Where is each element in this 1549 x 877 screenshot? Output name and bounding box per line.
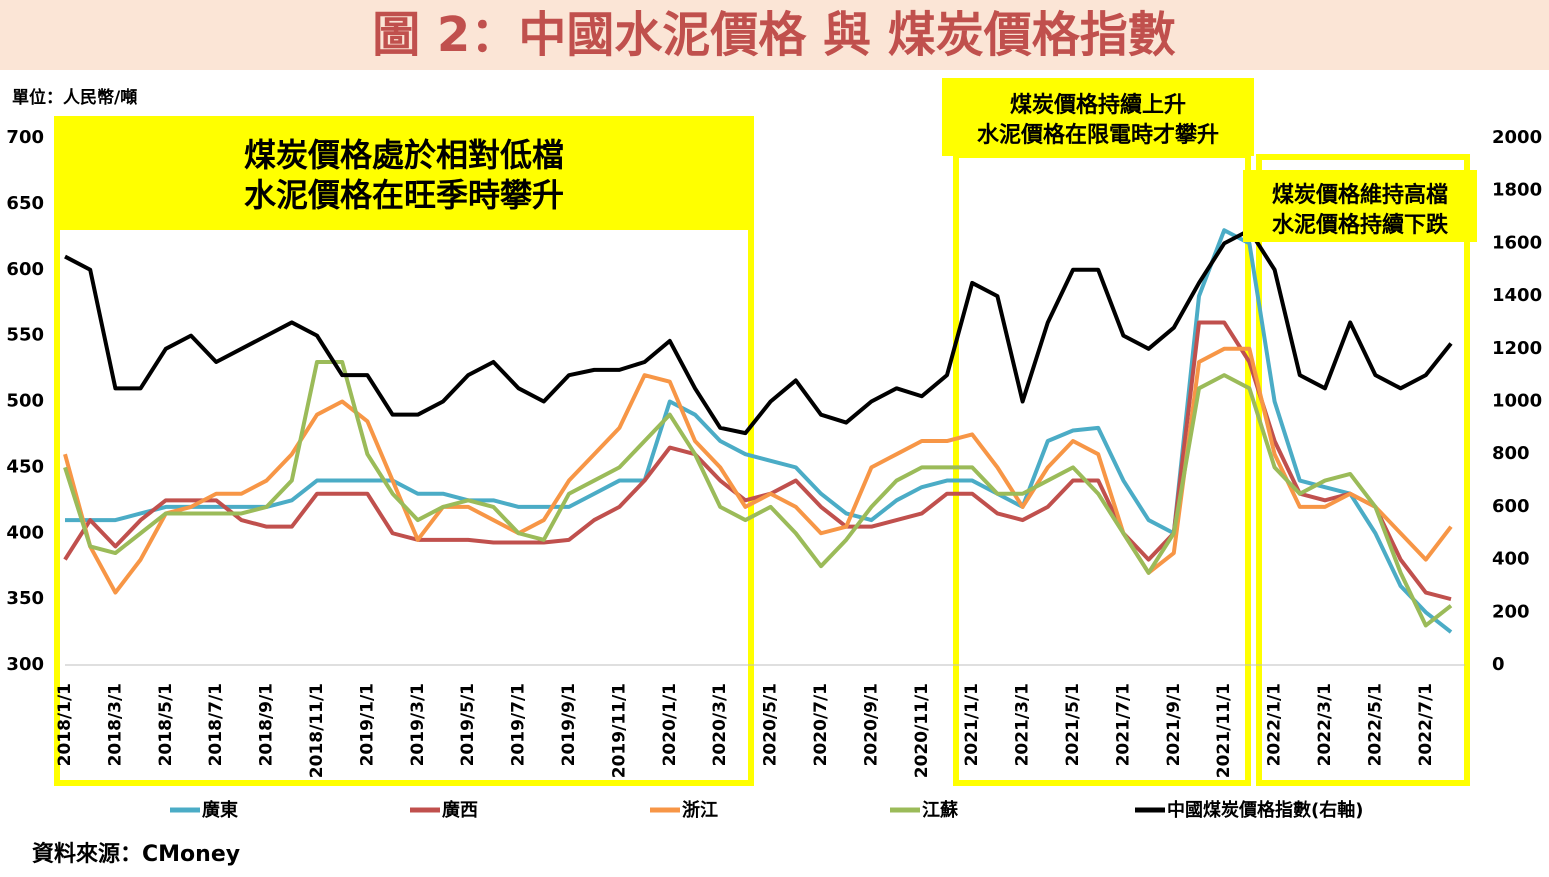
x-tick-label: 2022/7/1 [1416, 683, 1436, 766]
x-tick-label: 2018/3/1 [105, 683, 125, 766]
x-tick-label: 2020/11/1 [912, 683, 932, 778]
y2-tick-label: 2000 [1492, 127, 1542, 148]
x-tick-label: 2022/1/1 [1265, 683, 1285, 766]
x-tick-label: 2021/3/1 [1013, 683, 1033, 766]
annotation-bg [1243, 170, 1477, 242]
legend-label: 廣東 [202, 799, 238, 821]
x-tick-label: 2019/1/1 [357, 683, 377, 766]
y-tick-label: 350 [6, 588, 44, 609]
x-tick-label: 2018/5/1 [156, 683, 176, 766]
x-tick-label: 2019/11/1 [609, 683, 629, 778]
y-tick-label: 450 [6, 456, 44, 477]
annotation-text: 煤炭價格維持高檔 [1272, 182, 1448, 208]
series-line [65, 228, 1453, 634]
y2-tick-label: 1400 [1492, 285, 1542, 306]
x-tick-label: 2021/1/1 [962, 683, 982, 766]
y2-tick-label: 1600 [1492, 232, 1542, 253]
x-tick-label: 2020/1/1 [660, 683, 680, 766]
x-tick-label: 2022/5/1 [1365, 683, 1385, 766]
y-tick-label: 600 [6, 259, 44, 280]
x-tick-label: 2021/9/1 [1164, 683, 1184, 766]
x-tick-label: 2020/9/1 [861, 683, 881, 766]
x-tick-label: 2018/1/1 [55, 683, 75, 766]
annotation-text: 水泥價格在限電時才攀升 [977, 122, 1219, 148]
y2-tick-label: 1200 [1492, 338, 1542, 359]
chart-title: 圖 2：中國水泥價格 與 煤炭價格指數 [372, 7, 1176, 63]
unit-label: 單位：人民幣/噸 [12, 87, 137, 108]
y-tick-label: 650 [6, 193, 44, 214]
x-tick-label: 2019/7/1 [509, 683, 529, 766]
x-tick-label: 2020/7/1 [811, 683, 831, 766]
annotation-text: 煤炭價格處於相對低檔 [244, 136, 564, 174]
x-tick-label: 2020/3/1 [710, 683, 730, 766]
y-tick-label: 550 [6, 325, 44, 346]
x-tick-label: 2018/7/1 [206, 683, 226, 766]
source: 資料來源：CMoney [32, 841, 240, 867]
series-line [63, 359, 1453, 628]
x-tick-label: 2018/11/1 [307, 683, 327, 778]
x-tick-label: 2019/9/1 [559, 683, 579, 766]
y2-tick-label: 0 [1492, 654, 1505, 675]
y-tick-label: 500 [6, 391, 44, 412]
x-tick-label: 2022/3/1 [1315, 683, 1335, 766]
x-tick-label: 2021/5/1 [1063, 683, 1083, 766]
annotation-bg [57, 119, 751, 230]
annotation-text: 水泥價格在旺季時攀升 [244, 176, 564, 214]
annotation-bg [942, 78, 1254, 156]
legend-label: 浙江 [682, 799, 718, 821]
y2-tick-label: 1800 [1492, 180, 1542, 201]
x-tick-label: 2019/3/1 [408, 683, 428, 766]
y-tick-label: 300 [6, 654, 44, 675]
x-tick-label: 2020/5/1 [761, 683, 781, 766]
annotation-text: 水泥價格持續下跌 [1272, 212, 1449, 238]
x-tick-label: 2021/11/1 [1214, 683, 1234, 778]
title-band [0, 0, 1549, 70]
box-frame [1256, 154, 1470, 786]
series-line [64, 228, 1453, 436]
x-tick-label: 2021/7/1 [1113, 683, 1133, 766]
y2-tick-label: 1000 [1492, 391, 1542, 412]
series-line [63, 320, 1452, 602]
series-line [63, 346, 1453, 595]
y2-tick-label: 400 [1492, 549, 1530, 570]
y2-tick-label: 800 [1492, 443, 1530, 464]
y2-tick-label: 200 [1492, 601, 1530, 622]
legend-label: 廣西 [442, 799, 478, 821]
legend-label: 江蘇 [922, 799, 958, 821]
y-tick-label: 700 [6, 127, 44, 148]
y2-tick-label: 600 [1492, 496, 1530, 517]
x-tick-label: 2018/9/1 [257, 683, 277, 766]
y-tick-label: 400 [6, 522, 44, 543]
annotation-text: 煤炭價格持續上升 [1010, 92, 1186, 118]
legend-label: 中國煤炭價格指數(右軸) [1167, 799, 1363, 821]
x-tick-label: 2019/5/1 [458, 683, 478, 766]
